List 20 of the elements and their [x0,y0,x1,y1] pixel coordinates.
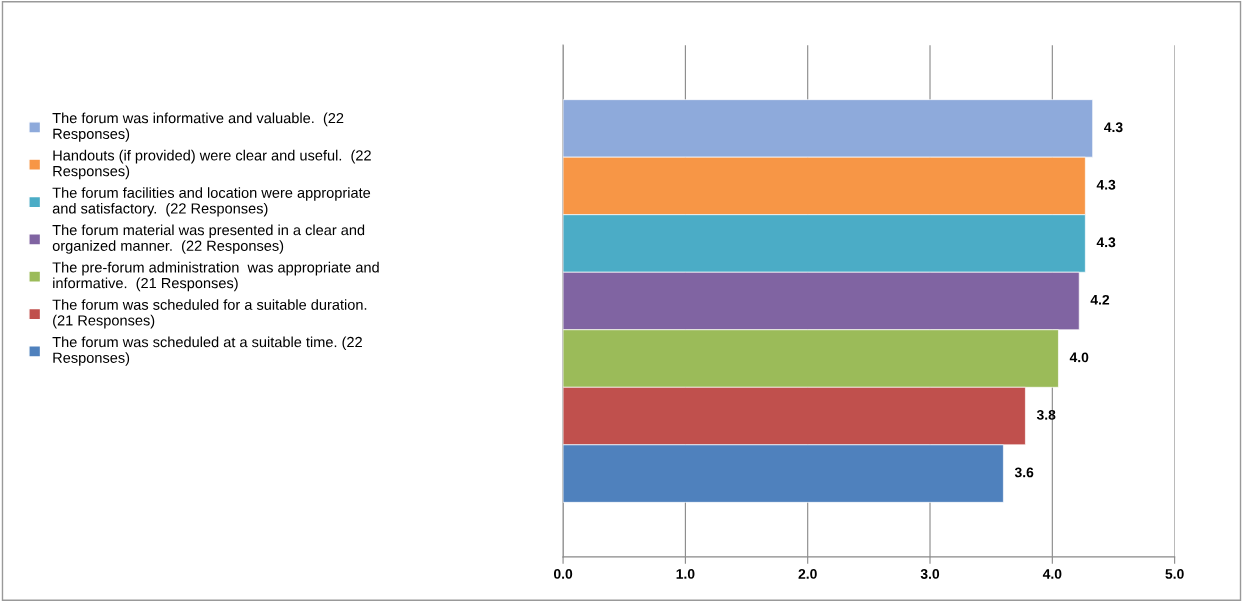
data-label: 3.6 [1014,467,1034,478]
x-tick-label: 4.0 [1042,569,1062,579]
data-label: 3.8 [1036,409,1056,420]
legend-label: The forum was informative and valuable. (22 Responses) [52,112,344,142]
data-label: 4.3 [1096,179,1116,190]
legend-label: The forum material was presented in a clear and organized manner. (22 Responses) [52,224,365,254]
x-tick-label: 5.0 [1165,569,1184,579]
x-tick-label: 3.0 [920,569,940,579]
legend-label: The pre-forum administration was appropriate and informative. (21 Responses) [52,261,379,292]
data-label: 4.0 [1069,352,1089,363]
legend-label: The forum was scheduled for a suitable duration. (21 Responses) [52,299,367,329]
x-tick-label: 0.0 [553,569,573,579]
data-label: 4.3 [1096,237,1116,248]
x-tick-label: 1.0 [676,569,695,579]
x-tick-label: 2.0 [798,569,817,579]
legend-label: Handouts (if provided) were clear and useful. (22 Responses) [53,149,371,180]
legend-label: The forum facilities and location were appropriate and satisfactory. (22 Responses) [52,187,371,217]
legend-label: The forum was scheduled at a suitable time. (22 Responses) [52,336,362,366]
data-label: 4.2 [1090,294,1110,305]
data-label: 4.3 [1104,122,1123,133]
